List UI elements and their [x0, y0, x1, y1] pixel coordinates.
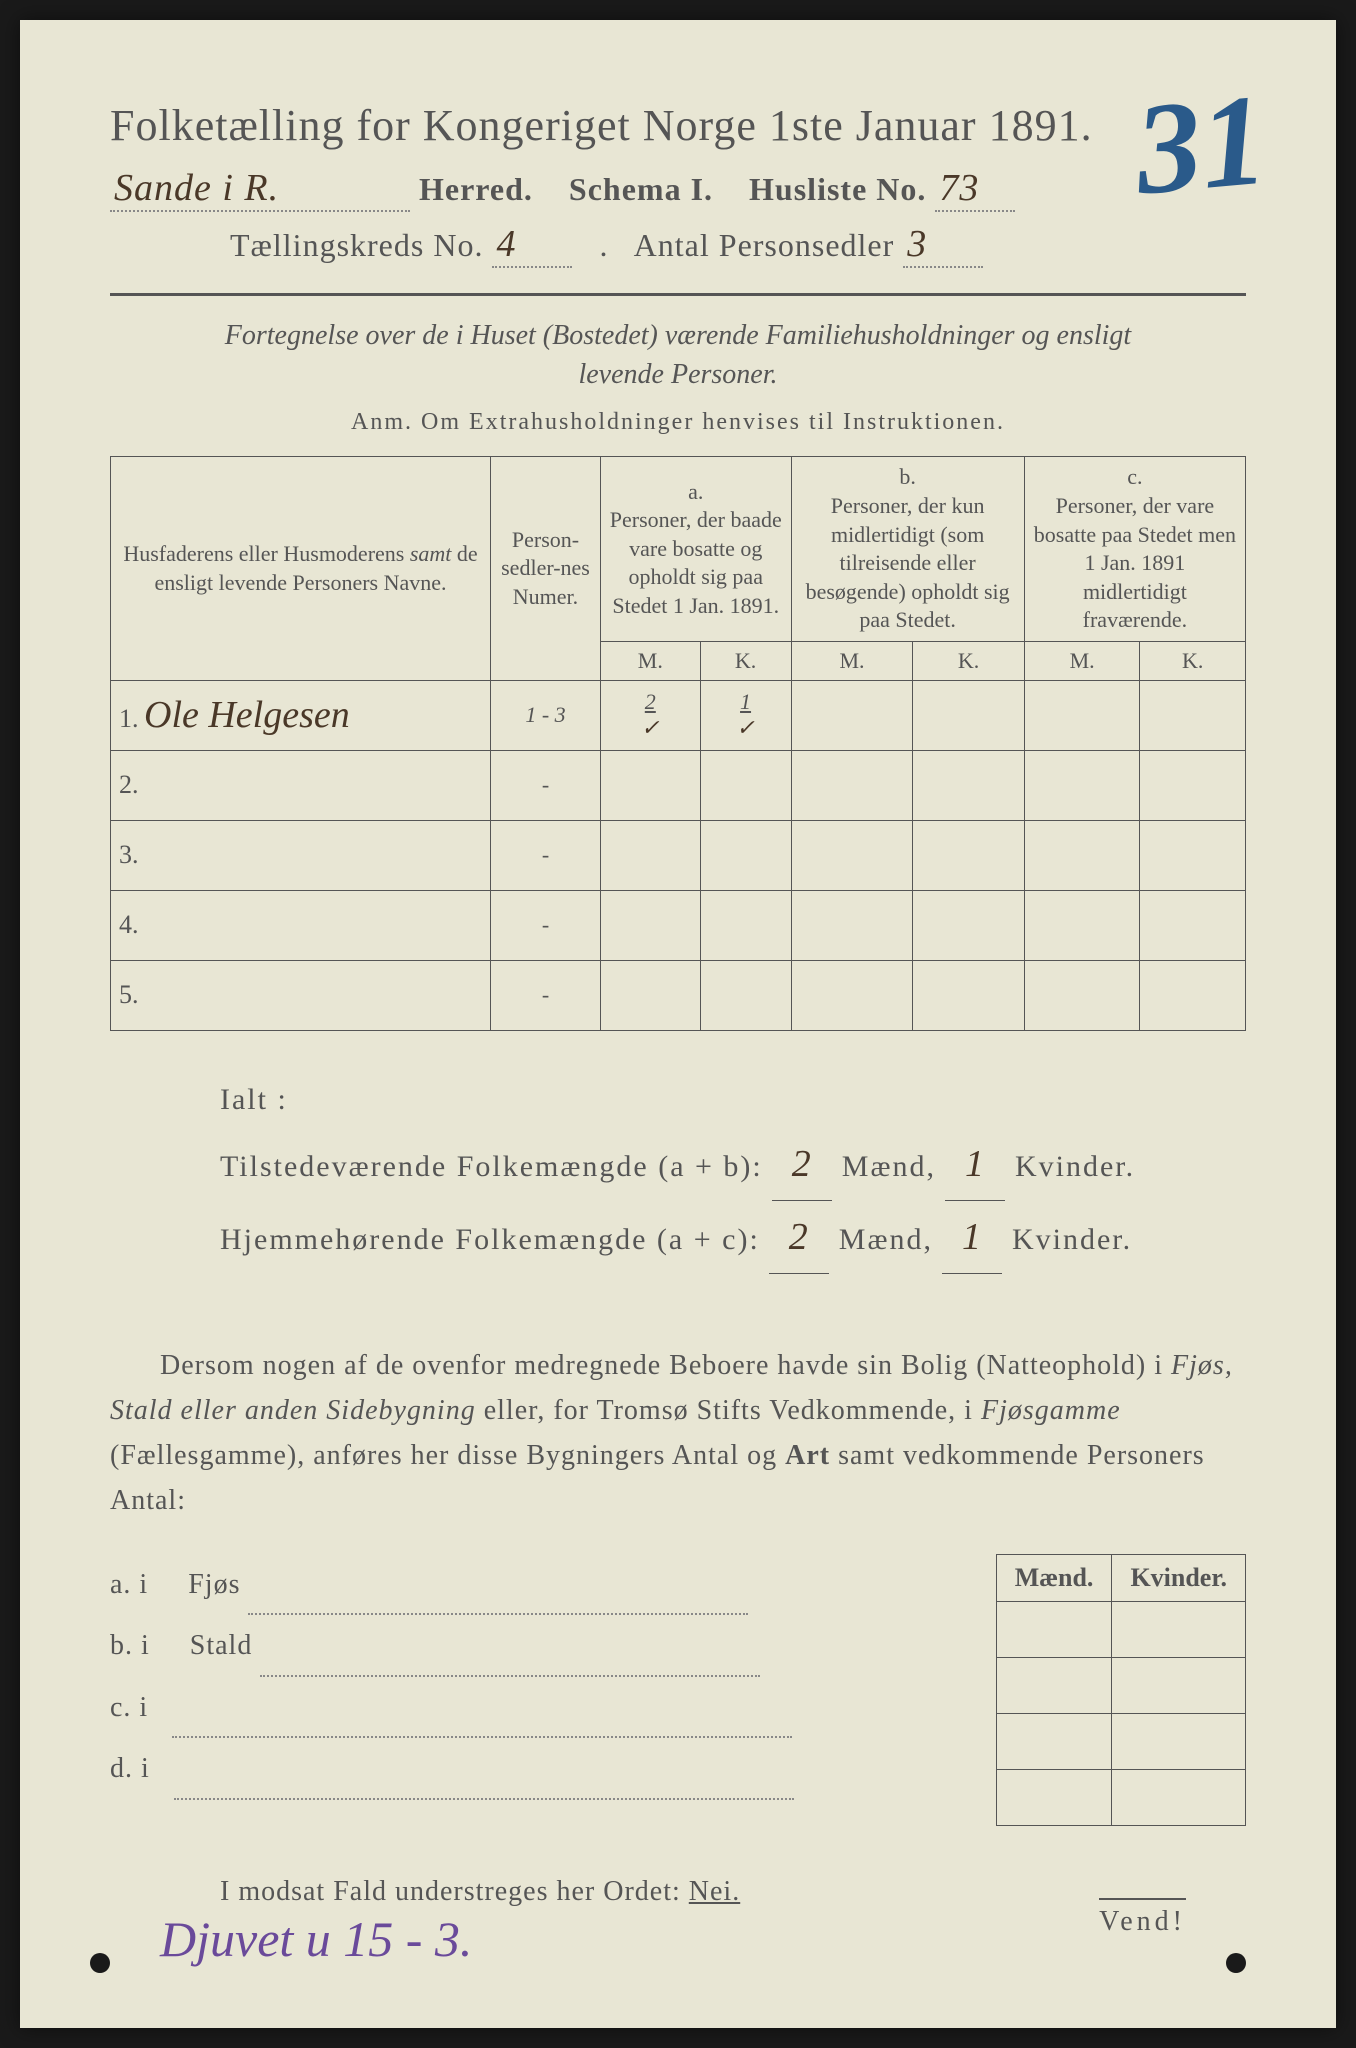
row-num: 5. [119, 980, 139, 1009]
hjemme-k: 1 [942, 1201, 1002, 1274]
page-tear-left [90, 1953, 110, 1973]
kreds-label: Tællingskreds No. [230, 227, 483, 263]
totals-block: Ialt : Tilstedeværende Folkemængde (a + … [220, 1071, 1246, 1274]
table-row: 5. - [111, 960, 1246, 1030]
col-b-text: Personer, der kun midlertidigt (som tilr… [806, 493, 1010, 632]
bottom-handwritten-note: Djuvet u 15 - 3. [160, 1910, 472, 1968]
kvinder-label: Kvinder. [1015, 1150, 1135, 1183]
a-m-header: M. [601, 641, 701, 680]
antal-label: Antal Personsedler [634, 227, 895, 263]
outbuild-label: d. i [110, 1753, 150, 1784]
row-c-m [1024, 680, 1140, 750]
divider [110, 293, 1246, 296]
table-row: 3. - [111, 820, 1246, 890]
col-sedler-header: Person-sedler-nes Numer. [491, 457, 601, 681]
outbuild-label: b. i [110, 1630, 150, 1661]
row-b-m [791, 680, 913, 750]
row-sedler: - [491, 960, 601, 1030]
row-num: 4. [119, 910, 139, 939]
mk-k-header: Kvinder. [1112, 1554, 1246, 1601]
row-sedler: - [491, 890, 601, 960]
nei-text: I modsat Fald understreges her Ordet: [220, 1876, 681, 1907]
row-num: 3. [119, 840, 139, 869]
row-sedler: - [491, 820, 601, 890]
row-name-value: Ole Helgesen [144, 694, 350, 736]
census-form-page: 31 Folketælling for Kongeriget Norge 1st… [20, 20, 1336, 2028]
nei-line: I modsat Fald understreges her Ordet: Ne… [220, 1876, 1246, 1908]
col-a-text: Personer, der baade vare bosatte og opho… [610, 507, 782, 618]
subtitle-line2: levende Personer. [578, 359, 777, 390]
b-k-header: K. [913, 641, 1024, 680]
dotted-fill [174, 1798, 794, 1800]
row-num: 2. [119, 770, 139, 799]
col-b-label: b. [899, 464, 916, 489]
census-table: Husfaderens eller Husmoderens samt de en… [110, 456, 1246, 1031]
c-m-header: M. [1024, 641, 1140, 680]
col-a-header: a. Personer, der baade vare bosatte og o… [601, 457, 792, 642]
tilstede-line: Tilstedeværende Folkemængde (a + b): 2 M… [220, 1128, 1246, 1201]
table-row: 1. Ole Helgesen 1 - 3 2✓ 1✓ [111, 680, 1246, 750]
kreds-line: Tællingskreds No. 4 . Antal Personsedler… [230, 222, 1246, 268]
table-row: 4. - [111, 890, 1246, 960]
maend-label: Mænd, [842, 1150, 936, 1183]
hjemme-line: Hjemmehørende Folkemængde (a + c): 2 Mæn… [220, 1201, 1246, 1274]
tilstede-label: Tilstedeværende Folkemængde (a + b): [220, 1150, 763, 1183]
subtitle-line1: Fortegnelse over de i Huset (Bostedet) v… [225, 320, 1131, 351]
tilstede-k: 1 [945, 1128, 1005, 1201]
a-k-header: K. [700, 641, 791, 680]
col-c-header: c. Personer, der vare bosatte paa Stedet… [1024, 457, 1245, 642]
husliste-label: Husliste No. [749, 171, 926, 207]
outbuild-row: a. i Fjøs [110, 1554, 976, 1616]
corner-page-number: 31 [1130, 65, 1273, 226]
mk-m-header: Mænd. [996, 1554, 1112, 1601]
subtitle: Fortegnelse over de i Huset (Bostedet) v… [110, 316, 1246, 394]
nei-word: Nei. [689, 1876, 740, 1907]
row-b-k [913, 680, 1024, 750]
outbuild-row: b. i Stald [110, 1615, 976, 1677]
col-c-label: c. [1127, 464, 1142, 489]
outbuild-row: c. i [110, 1677, 976, 1739]
kvinder-label: Kvinder. [1012, 1223, 1132, 1256]
vend-label: Vend! [1099, 1898, 1186, 1938]
ialt-label: Ialt : [220, 1071, 1246, 1128]
outbuild-row: d. i [110, 1738, 976, 1800]
col-c-text: Personer, der vare bosatte paa Stedet me… [1034, 493, 1236, 632]
outbuild-name: Stald [190, 1630, 253, 1661]
hjemme-m: 2 [769, 1201, 829, 1274]
kreds-value: 4 [492, 222, 572, 268]
col-name-header: Husfaderens eller Husmoderens samt de en… [111, 457, 491, 681]
outbuilding-paragraph: Dersom nogen af de ovenfor medregnede Be… [110, 1344, 1246, 1523]
row-c-k [1140, 680, 1246, 750]
page-tear-right [1226, 1953, 1246, 1973]
antal-value: 3 [903, 222, 983, 268]
row-sedler: 1 - 3 [491, 680, 601, 750]
b-m-header: M. [791, 641, 913, 680]
anm-note: Anm. Om Extrahusholdninger henvises til … [110, 409, 1246, 436]
outbuildings-list: a. i Fjøs b. i Stald c. i d. i [110, 1554, 976, 1826]
row-a-m: 2✓ [601, 680, 701, 750]
row-num: 1. [119, 704, 139, 733]
outbuild-label: c. i [110, 1692, 148, 1723]
hjemme-label: Hjemmehørende Folkemængde (a + c): [220, 1223, 760, 1256]
maend-label: Mænd, [839, 1223, 933, 1256]
main-title: Folketælling for Kongeriget Norge 1ste J… [110, 100, 1246, 151]
c-k-header: K. [1140, 641, 1246, 680]
row-a-k: 1✓ [700, 680, 791, 750]
col-b-header: b. Personer, der kun midlertidigt (som t… [791, 457, 1024, 642]
herred-value: Sande i R. [110, 166, 410, 212]
outbuild-mk-table: Mænd. Kvinder. [996, 1554, 1246, 1826]
census-table-body: 1. Ole Helgesen 1 - 3 2✓ 1✓ 2. - 3. - [111, 680, 1246, 1030]
row-sedler: - [491, 750, 601, 820]
outbuild-label: a. i [110, 1569, 148, 1600]
table-row: 2. - [111, 750, 1246, 820]
schema-label: Schema I. [569, 171, 713, 207]
outbuild-name: Fjøs [188, 1569, 240, 1600]
col-a-label: a. [688, 479, 703, 504]
row-name: 1. Ole Helgesen [111, 680, 491, 750]
husliste-value: 73 [935, 166, 1015, 212]
herred-line: Sande i R. Herred. Schema I. Husliste No… [110, 166, 1246, 212]
tilstede-m: 2 [772, 1128, 832, 1201]
herred-label: Herred. [419, 171, 533, 207]
outbuildings-block: a. i Fjøs b. i Stald c. i d. i Mæn [110, 1554, 1246, 1826]
